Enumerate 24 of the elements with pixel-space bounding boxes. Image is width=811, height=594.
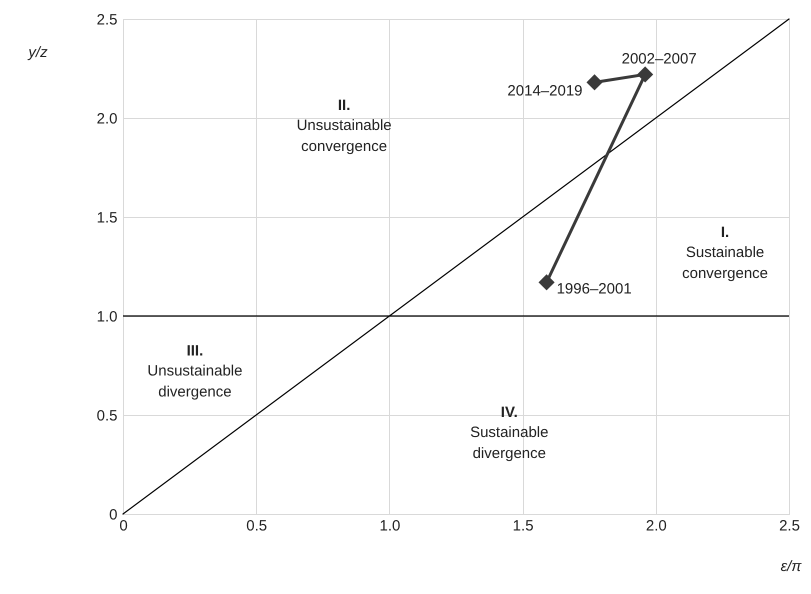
x-axis-title: ε/π bbox=[780, 558, 802, 575]
point bbox=[586, 74, 603, 90]
x-tick-label: 2.5 bbox=[779, 518, 800, 534]
x-tick-label: 1.5 bbox=[512, 518, 534, 534]
annotation: III. Unsustainable divergence bbox=[147, 342, 242, 401]
y-tick-label: 2.5 bbox=[96, 12, 118, 28]
x-tick-label: 0.5 bbox=[246, 518, 268, 534]
annotation: 2002–2007 bbox=[622, 50, 697, 68]
point bbox=[637, 66, 654, 82]
annotation: II. Unsustainable convergence bbox=[296, 97, 392, 156]
annotation: 1996–2001 bbox=[556, 280, 632, 298]
annotation: 2014–2019 bbox=[507, 82, 583, 100]
x-tick-label: 0 bbox=[119, 518, 128, 534]
y-axis-title: y/z bbox=[27, 44, 48, 61]
x-tick-label: 1.0 bbox=[379, 518, 400, 534]
y-tick-label: 0 bbox=[109, 506, 118, 524]
annotation: IV. Sustainable divergence bbox=[470, 404, 548, 462]
annotation: I. Sustainable convergence bbox=[682, 224, 768, 282]
y-tick-label: 1.5 bbox=[96, 210, 118, 226]
point bbox=[538, 274, 555, 290]
y-tick-label: 2.0 bbox=[96, 110, 118, 128]
x-tick-label: 2.0 bbox=[646, 518, 667, 534]
y-tick-label: 1.0 bbox=[96, 308, 118, 326]
y-tick-label: 0.5 bbox=[96, 408, 118, 424]
